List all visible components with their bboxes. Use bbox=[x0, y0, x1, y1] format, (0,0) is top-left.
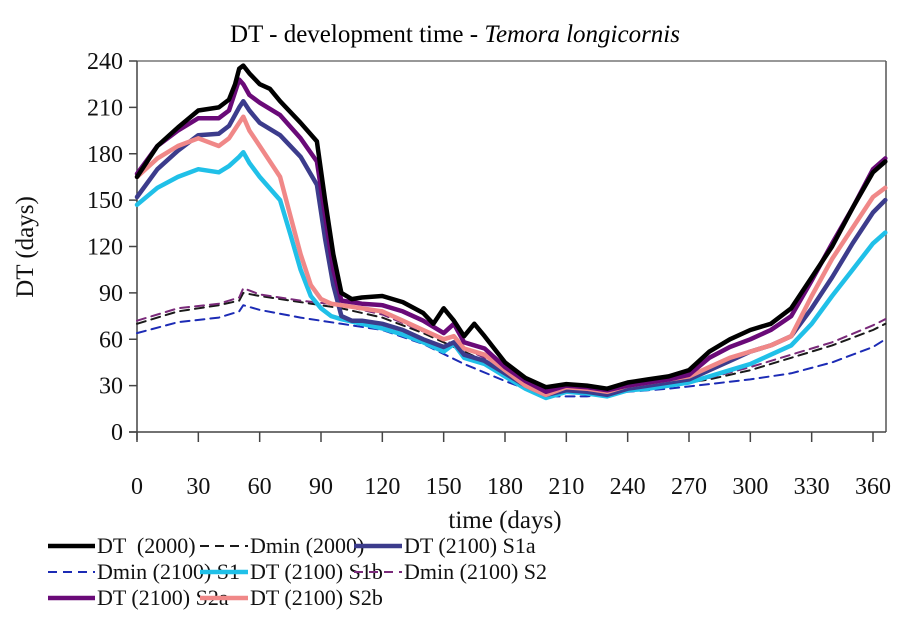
x-tick-label: 180 bbox=[487, 474, 523, 500]
legend-label: DT (2000) bbox=[97, 533, 196, 558]
x-tick-label: 330 bbox=[794, 474, 830, 500]
x-axis: 0 30 60 90 120 150 180 210 240 270 300 330 360 bbox=[131, 432, 891, 500]
legend-item: DT (2100) S1a bbox=[354, 533, 536, 558]
chart-title-main: DT - development time - bbox=[230, 21, 484, 48]
y-tick-label: 120 bbox=[87, 235, 123, 261]
chart-title-species: Temora longicornis bbox=[484, 21, 680, 48]
series-layer bbox=[134, 63, 888, 401]
y-tick-label: 60 bbox=[99, 327, 123, 353]
x-tick-label: 300 bbox=[732, 474, 768, 500]
x-tick-label: 240 bbox=[610, 474, 646, 500]
legend-item: DT (2100) S1b bbox=[200, 559, 383, 584]
x-tick-label: 90 bbox=[309, 474, 333, 500]
y-tick-label: 180 bbox=[87, 142, 123, 168]
legend-item: Dmin (2000) bbox=[200, 533, 364, 558]
x-tick-label: 210 bbox=[548, 474, 584, 500]
series-line-dt-2100-s2b bbox=[134, 114, 888, 398]
x-tick-label: 120 bbox=[364, 474, 400, 500]
x-tick-label: 30 bbox=[186, 474, 210, 500]
legend-item: Dmin (2100) S2 bbox=[354, 559, 547, 584]
y-tick-label: 210 bbox=[87, 95, 123, 121]
x-tick-label: 360 bbox=[855, 474, 891, 500]
x-tick-label: 60 bbox=[248, 474, 272, 500]
y-tick-label: 150 bbox=[87, 188, 123, 214]
x-tick-label: 150 bbox=[426, 474, 462, 500]
y-tick-label: 30 bbox=[99, 374, 123, 400]
legend-item: DT (2100) S2b bbox=[200, 585, 383, 610]
series-line-dt-2000 bbox=[134, 63, 888, 391]
legend-label: Dmin (2000) bbox=[250, 533, 364, 558]
chart-title: DT - development time - Temora longicorn… bbox=[230, 21, 680, 48]
y-tick-label: 240 bbox=[87, 49, 123, 75]
series-line-dt-2100-s1a bbox=[134, 98, 888, 398]
x-tick-label: 0 bbox=[131, 474, 143, 500]
legend-label: Dmin (2100) S2 bbox=[404, 559, 547, 584]
legend-label: DT (2100) S2b bbox=[250, 585, 383, 610]
series-line-dt-2100-s2a bbox=[134, 77, 888, 395]
y-tick-label: 90 bbox=[99, 281, 123, 307]
legend-label: DT (2100) S1a bbox=[404, 533, 536, 558]
plot-frame bbox=[129, 60, 887, 440]
y-axis-title: DT (days) bbox=[12, 196, 39, 298]
y-tick-label: 0 bbox=[111, 420, 123, 446]
x-axis-title: time (days) bbox=[448, 507, 561, 534]
y-axis: 0 30 60 90 120 150 180 210 240 bbox=[87, 49, 137, 446]
series-line-dmin-2100-s2 bbox=[136, 287, 887, 392]
x-tick-label: 270 bbox=[671, 474, 707, 500]
legend-item: DT (2000) bbox=[48, 533, 196, 558]
series-line-dmin-2100-s1 bbox=[136, 304, 887, 398]
